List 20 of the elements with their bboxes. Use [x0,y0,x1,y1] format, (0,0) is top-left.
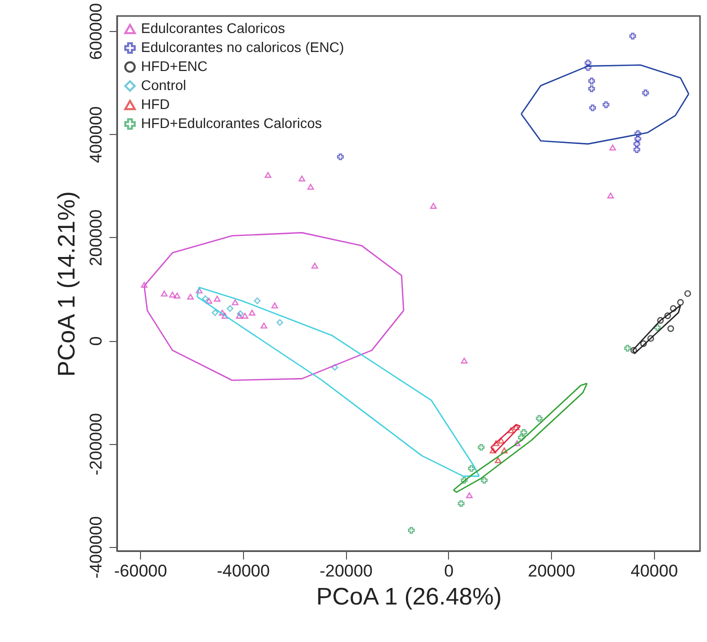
x-tick-label: 20000 [528,562,576,580]
x-axis-title: PCoA 1 (26.48%) [316,584,502,610]
y-tick-label: 200000 [86,209,106,266]
legend-label: Control [141,77,186,93]
legend-label: Edulcorantes Caloricos [141,20,285,36]
x-tick-label: -20000 [320,562,373,580]
x-tick-label: 40000 [630,562,678,580]
x-tick-label: -40000 [216,562,270,580]
legend-label: HFD+ENC [141,58,208,74]
y-tick-label: -400000 [86,516,106,579]
y-tick-label: 0 [86,336,106,346]
legend-label: HFD+Edulcorantes Caloricos [141,115,322,131]
y-axis-title: PCoA 1 (14.21%) [54,191,80,377]
x-tick-label: 0 [444,562,454,580]
y-tick-label: 600000 [86,3,106,60]
y-tick-label: -200000 [86,412,106,476]
legend-label: Edulcorantes no caloricos (ENC) [141,39,344,55]
y-tick-label: 400000 [86,106,106,164]
legend-label: HFD [141,96,170,112]
x-tick-label: -60000 [114,562,168,580]
